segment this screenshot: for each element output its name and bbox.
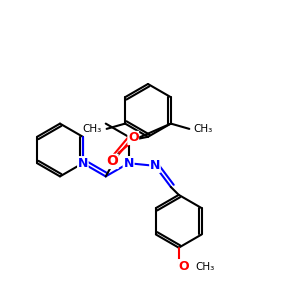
Text: O: O — [128, 131, 139, 144]
Text: N: N — [150, 159, 160, 172]
Text: CH₃: CH₃ — [83, 124, 102, 134]
Text: CH₃: CH₃ — [194, 124, 213, 134]
Text: N: N — [78, 157, 88, 170]
Text: O: O — [178, 260, 189, 273]
Text: CH₃: CH₃ — [195, 262, 214, 272]
Text: N: N — [123, 157, 134, 170]
Text: O: O — [106, 154, 118, 168]
Text: N: N — [123, 157, 134, 170]
